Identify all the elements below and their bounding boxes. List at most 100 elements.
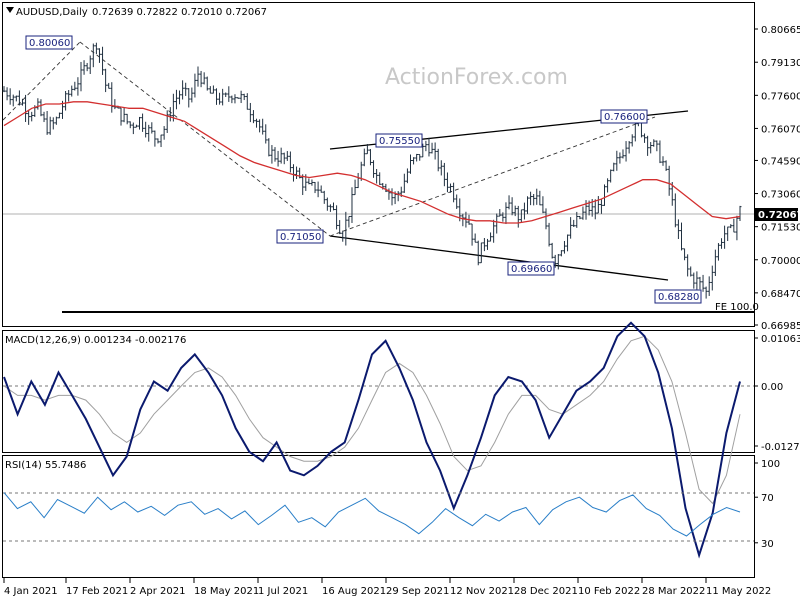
price-bar <box>156 138 160 144</box>
price-bar <box>556 254 560 270</box>
price-bar <box>335 205 339 230</box>
price-label-box: 0.68280 <box>654 289 702 304</box>
price-axis-label: 0.76070 <box>761 124 800 135</box>
price-bar <box>439 160 443 176</box>
price-bar <box>42 111 46 123</box>
price-label-box: 0.69660 <box>507 261 555 276</box>
price-bar <box>233 94 237 104</box>
price-bar <box>245 93 249 110</box>
price-label-text: 0.80060 <box>29 38 70 49</box>
price-bar <box>279 147 283 164</box>
price-bar <box>122 107 126 123</box>
price-bar <box>513 205 517 217</box>
price-bar <box>88 55 92 74</box>
price-bar <box>378 172 382 185</box>
price-bar <box>134 124 138 128</box>
watermark: ActionForex.com <box>385 65 568 90</box>
macd-axis-label: 0.010631 <box>761 334 800 345</box>
price-bar <box>621 149 625 159</box>
price-bar <box>569 217 573 239</box>
price-bar <box>603 184 607 206</box>
price-bar <box>452 182 456 203</box>
price-bar <box>544 208 548 230</box>
price-bar <box>673 193 677 228</box>
price-bar <box>224 92 228 97</box>
price-bar <box>196 66 200 87</box>
price-label-text: 0.68280 <box>658 292 699 303</box>
price-bar <box>720 238 724 249</box>
price-axis-label: 0.77600 <box>761 91 800 102</box>
price-bar <box>218 92 222 105</box>
price-bar <box>338 220 342 235</box>
price-bar <box>581 206 585 220</box>
price-bar <box>504 202 508 225</box>
price-bar <box>427 137 431 157</box>
price-bar <box>532 193 536 206</box>
price-bar <box>553 254 557 268</box>
rsi-title: RSI(14) 55.7486 <box>5 460 86 471</box>
macd-signal-line <box>3 335 741 505</box>
price-bar <box>27 109 31 125</box>
price-bar <box>368 149 372 166</box>
date-axis-label: 16 Aug 2021 <box>322 586 386 597</box>
price-bar <box>375 168 379 184</box>
macd-panel-frame <box>2 330 755 453</box>
price-bar <box>187 88 191 108</box>
current-price-box: 0.72067 <box>755 208 800 221</box>
price-bar <box>664 160 668 171</box>
rsi-axis: 100 70 30 <box>754 459 780 550</box>
price-bar <box>341 230 345 242</box>
price-bar <box>372 160 376 178</box>
price-bar <box>174 89 178 110</box>
price-panel-frame <box>2 2 755 327</box>
price-bar <box>455 194 459 209</box>
price-bar <box>199 70 203 88</box>
price-bar <box>408 154 412 174</box>
price-bar <box>643 133 647 143</box>
price-bar <box>646 135 650 156</box>
price-bar <box>202 72 206 85</box>
price-bar <box>319 185 323 193</box>
price-bar <box>54 116 58 125</box>
price-bar <box>347 215 351 228</box>
price-bar <box>8 88 12 105</box>
price-bar <box>39 99 43 117</box>
price-bar <box>615 150 619 171</box>
price-bar <box>227 86 231 102</box>
price-bar <box>716 243 720 261</box>
price-axis-label: 0.66985 <box>761 321 800 332</box>
price-bar <box>264 124 268 144</box>
date-axis-label: 1 Jul 2021 <box>258 586 308 597</box>
macd-main-line <box>3 321 741 559</box>
price-labels: 0.80060 0.75550 0.76600 0.71050 0.69660 0.682… <box>25 35 702 304</box>
price-bar <box>85 62 89 72</box>
price-bar <box>415 153 419 162</box>
price-bar <box>627 140 631 154</box>
price-bar <box>144 121 148 138</box>
price-bar <box>104 68 108 93</box>
price-bar <box>476 240 480 266</box>
price-bar <box>735 215 739 241</box>
price-bar <box>5 87 9 101</box>
price-bar <box>137 116 141 130</box>
price-bar <box>119 107 123 126</box>
price-bar <box>362 148 366 167</box>
header-ohlc: 0.72639 0.72822 0.72010 0.72067 <box>92 7 267 18</box>
price-bar <box>593 199 597 220</box>
date-axis-label: 12 Nov 2021 <box>450 586 514 597</box>
price-bar <box>205 76 209 91</box>
price-bar <box>165 110 169 133</box>
price-bar <box>479 242 483 264</box>
price-bar <box>738 205 742 222</box>
price-bar <box>82 60 86 75</box>
price-bar <box>695 271 699 290</box>
price-bar <box>67 90 71 102</box>
price-bar <box>384 183 388 193</box>
price-bar <box>310 179 314 186</box>
price-bar <box>516 205 520 228</box>
price-bar <box>36 98 40 110</box>
price-bar <box>418 153 422 161</box>
price-bar <box>242 93 246 101</box>
price-bar <box>510 197 514 216</box>
